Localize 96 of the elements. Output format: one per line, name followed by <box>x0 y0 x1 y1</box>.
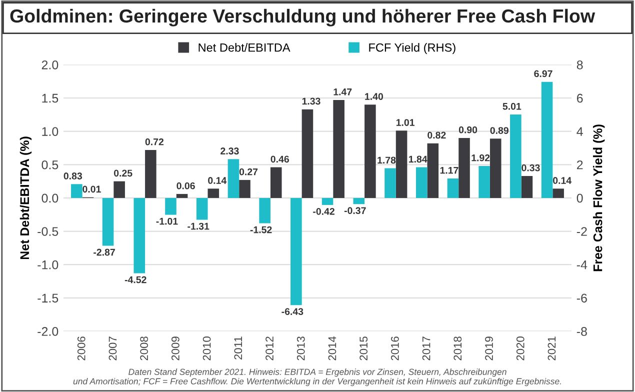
y2-tick-label: 8 <box>576 60 583 70</box>
data-label: -6.43 <box>282 308 304 316</box>
y-tick-label: 0.0 <box>42 194 58 203</box>
data-label: 1.78 <box>378 156 396 164</box>
bar <box>364 104 376 198</box>
y2-tick-label: 4 <box>576 127 583 136</box>
x-tick-label: 2010 <box>202 336 211 360</box>
bar <box>145 150 156 198</box>
bar <box>134 198 146 274</box>
bar <box>333 100 344 198</box>
bar <box>552 188 564 198</box>
bar <box>322 198 334 205</box>
y-tick-label: 1.5 <box>42 94 58 103</box>
y2-tick-label: 2 <box>576 160 583 170</box>
data-label: 0.82 <box>428 132 446 139</box>
data-label: 0.25 <box>114 170 132 177</box>
data-label: 1.01 <box>396 119 414 126</box>
bar <box>228 159 240 198</box>
x-tick-label: 2007 <box>108 336 117 360</box>
bar <box>114 181 125 198</box>
x-tick-label: 2014 <box>328 336 336 360</box>
bar <box>71 184 82 198</box>
data-label: 1.92 <box>472 154 490 162</box>
chart-title: Goldminen: Geringere Verschuldung und höherer Free Cash Flow <box>10 8 596 26</box>
y2-tick-label: -4 <box>576 260 588 270</box>
x-tick-label: 2020 <box>516 336 524 360</box>
y-tick-label: -1.0 <box>38 260 58 270</box>
x-tick-label: 2009 <box>172 336 180 360</box>
y2-tick-label: -2 <box>576 227 587 236</box>
bar <box>396 130 408 198</box>
data-label: -4.52 <box>124 276 146 284</box>
x-tick-label: 2021 <box>548 336 556 360</box>
bar <box>353 198 365 204</box>
y2-tick-label: -8 <box>576 327 587 336</box>
bar <box>102 198 114 246</box>
y-tick-label: 1.0 <box>42 127 58 136</box>
data-label: 0.46 <box>270 156 289 163</box>
data-label: -2.87 <box>94 248 115 256</box>
y-tick-label: -1.5 <box>38 294 58 303</box>
bar <box>259 198 270 224</box>
x-tick-label: 2019 <box>485 336 493 360</box>
data-label: -1.31 <box>188 222 210 230</box>
bar <box>302 109 314 198</box>
data-label: 0.72 <box>145 138 164 146</box>
y2-tick-label: 6 <box>576 94 583 103</box>
bar <box>165 198 176 215</box>
x-tick-label: 2013 <box>296 336 305 360</box>
x-tick-label: 2015 <box>360 336 368 360</box>
x-tick-label: 2017 <box>422 336 430 360</box>
data-label: 0.01 <box>82 186 101 193</box>
data-label: 0.89 <box>490 127 508 134</box>
x-tick-label: 2018 <box>454 336 462 360</box>
y-tick-label: 0.5 <box>42 160 58 170</box>
y2-axis-title: Free Cash Flow Yield (%) <box>593 124 605 272</box>
data-label: -0.42 <box>313 208 334 215</box>
bar <box>541 82 553 198</box>
data-label: 6.97 <box>534 70 552 78</box>
bar <box>510 114 522 198</box>
y-axis-title: Net Debt/EBITDA (%) <box>20 136 32 260</box>
data-label: -1.01 <box>156 218 178 225</box>
data-label: 0.06 <box>176 182 195 190</box>
data-label: 2.33 <box>220 148 239 154</box>
data-label: 1.40 <box>365 93 384 100</box>
data-label: 0.27 <box>239 168 258 176</box>
data-label: -1.52 <box>250 226 272 234</box>
bar <box>208 188 220 198</box>
legend-label: FCF Yield (RHS) <box>369 43 456 54</box>
x-tick-label: 2016 <box>391 336 399 360</box>
data-label: 0.14 <box>553 177 572 184</box>
bar <box>196 198 208 220</box>
data-label: 0.83 <box>64 172 82 180</box>
bar <box>521 176 533 198</box>
data-label: 1.84 <box>409 156 428 163</box>
x-tick-label: 2008 <box>140 336 148 360</box>
bar <box>270 167 282 198</box>
x-tick-label: 2012 <box>266 336 274 360</box>
data-label: 1.33 <box>302 98 320 105</box>
data-label: 0.33 <box>522 164 540 172</box>
data-label: 1.17 <box>440 166 458 174</box>
data-label: 0.14 <box>208 177 227 184</box>
x-tick-label: 2006 <box>77 336 86 360</box>
bar <box>458 138 470 198</box>
bar <box>290 198 302 306</box>
data-label: 5.01 <box>502 102 522 110</box>
y2-tick-label: -6 <box>576 294 587 303</box>
text: Daten Stand September 2021. Hinweis: EBITDA = Ergebnis vor Zinsen, Steuern, Abschreibungen und Amortisation; FCF = Free Cashflow. Die Wertentwicklung in der Vergangenheit ist kein Hinweis auf zukünftige Ergebnisse. <box>73 368 561 386</box>
data-label: 0.90 <box>458 126 478 134</box>
y-tick-label: 2.0 <box>42 60 58 70</box>
data-label: 1.47 <box>334 88 352 96</box>
bar <box>176 194 188 198</box>
x-tick-label: 2011 <box>234 336 242 360</box>
y-tick-label: -2.0 <box>38 327 58 336</box>
data-label: -0.37 <box>344 207 366 214</box>
y-tick-label: -0.5 <box>38 227 58 236</box>
y2-tick-label: 0 <box>576 194 583 203</box>
legend-label: Net Debt/EBITDA <box>198 43 290 52</box>
